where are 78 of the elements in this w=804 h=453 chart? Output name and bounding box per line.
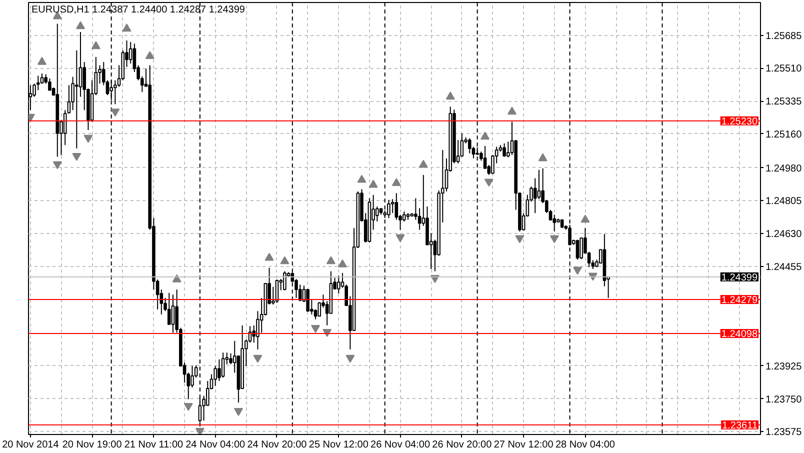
point (368, 180, 378, 188)
point (418, 160, 428, 168)
candlestick (218, 358, 221, 382)
candlestick (56, 23, 60, 158)
x-tick-label: 26 Nov 20:00 (432, 440, 492, 450)
candlestick (78, 31, 82, 98)
point (195, 428, 204, 434)
point (264, 252, 274, 261)
x-tick-label: 25 Nov 12:00 (308, 440, 369, 450)
candlestick (368, 198, 372, 243)
candlestick (506, 141, 510, 158)
candlestick (75, 50, 78, 149)
candlestick (206, 380, 210, 406)
point (91, 41, 100, 50)
y-tick-label: 1.25685 (766, 30, 802, 42)
x-tick-label: 20 Nov 2014 (2, 440, 60, 450)
ref-line-label: 1.25230 (721, 116, 758, 128)
candlestick (256, 310, 260, 350)
point (76, 21, 86, 30)
point (515, 235, 524, 244)
point (326, 256, 336, 264)
candlestick (426, 206, 429, 246)
candlestick (306, 289, 310, 312)
x-tick-label: 24 Nov 04:00 (186, 440, 246, 450)
point (184, 402, 193, 411)
x-tick-label: 20 Nov 19:00 (62, 440, 122, 450)
candlestick (298, 284, 302, 302)
candlestick (240, 324, 244, 389)
candlestick (552, 214, 556, 232)
point (446, 92, 455, 100)
point (311, 325, 320, 333)
point (550, 235, 559, 244)
candlestick (414, 198, 418, 220)
point (338, 259, 347, 268)
point (580, 214, 590, 223)
point (538, 153, 548, 162)
point (392, 178, 401, 186)
y-tick-label: 1.23925 (766, 361, 802, 372)
y-tick-label: 1.25335 (766, 96, 802, 108)
candlestick (229, 352, 232, 365)
ref-line-label: 1.24098 (721, 328, 758, 340)
y-tick-label: 1.23750 (766, 394, 802, 406)
point (396, 234, 405, 242)
point (234, 408, 243, 416)
candlestick (214, 365, 218, 386)
y-tick-label: 1.25510 (766, 64, 802, 75)
point (357, 174, 366, 183)
point (480, 132, 490, 140)
point (280, 256, 290, 264)
point (253, 354, 262, 363)
y-tick-label: 1.24980 (766, 163, 802, 174)
candlestick (394, 192, 398, 220)
y-tick-label: 1.25160 (766, 129, 802, 140)
candlestick (390, 198, 394, 214)
point (122, 24, 132, 32)
x-tick-label: 28 Nov 04:00 (555, 440, 616, 450)
candlestick (114, 80, 117, 105)
x-tick-label: 24 Nov 20:00 (247, 440, 308, 450)
x-tick-label: 27 Nov 12:00 (494, 440, 554, 450)
point (573, 266, 582, 275)
y-tick-label: 1.24455 (766, 262, 802, 273)
candlestick (171, 294, 175, 334)
ref-line-label: 1.24279 (721, 294, 758, 306)
candlestick (32, 83, 36, 98)
candlestick (167, 292, 171, 325)
ref-line-label: 1.23611 (722, 420, 758, 432)
point (346, 354, 355, 363)
y-tick-label: 1.24805 (766, 196, 802, 208)
y-tick-label: 1.23575 (766, 427, 802, 438)
chart-title: EURUSD,H1 1.24387 1.24400 1.24287 1.24399 (32, 4, 246, 16)
y-tick-label: 1.24630 (766, 229, 802, 240)
x-tick-label: 26 Nov 04:00 (370, 440, 430, 450)
point (172, 274, 182, 282)
point (508, 106, 517, 115)
x-tick-label: 21 Nov 11:00 (124, 440, 184, 450)
point (37, 56, 46, 65)
ref-line-label: 1.24399 (721, 272, 758, 284)
point (145, 51, 154, 60)
